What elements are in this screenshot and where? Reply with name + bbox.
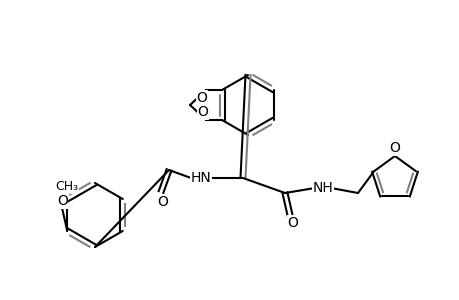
Text: O: O [197,105,208,119]
Text: O: O [389,141,400,155]
Text: O: O [287,216,298,230]
Text: NH: NH [312,181,333,195]
Text: O: O [196,91,207,105]
Text: CH₃: CH₃ [56,181,78,194]
Text: O: O [57,194,67,208]
Text: O: O [157,195,168,209]
Text: HN: HN [190,171,211,185]
